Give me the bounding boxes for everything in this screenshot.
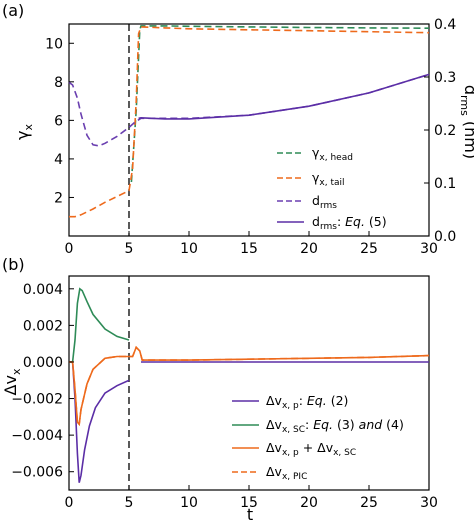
a-ytick-right-label: 0.0 bbox=[434, 229, 456, 245]
legend-a-head: γx, head bbox=[277, 145, 353, 163]
svg-text:Δvx, p: Eq. (2): Δvx, p: Eq. (2) bbox=[266, 393, 348, 411]
panel-a-series-2 bbox=[68, 73, 430, 147]
panel-b-series-1 bbox=[69, 287, 130, 363]
svg-text:drms: Eq. (5): drms: Eq. (5) bbox=[312, 214, 387, 232]
panel-b-xlabel: t bbox=[247, 505, 253, 524]
a-xtick-label: 20 bbox=[300, 241, 318, 257]
a-ytick-left-label: 2 bbox=[54, 190, 63, 206]
a-ytick-right-label: 0.3 bbox=[434, 70, 456, 86]
panel-b-series-2 bbox=[69, 355, 129, 426]
b-ytick-label: 0.000 bbox=[23, 355, 63, 371]
panel-b: (b) 0 5 10 15 20 25 30 0.004 0.002 0.000 −0.002 −0… bbox=[1, 255, 438, 524]
panel-b-x-ticks: 0 5 10 15 20 25 30 bbox=[65, 485, 438, 511]
panel-a-plot-area bbox=[68, 24, 430, 236]
b-ytick-label: −0.002 bbox=[11, 392, 63, 408]
legend-a-drms-eq: drms: Eq. (5) bbox=[277, 214, 387, 232]
a-xtick-label: 10 bbox=[180, 241, 198, 257]
panel-a-ylabel-right: drms (nm) bbox=[458, 85, 474, 159]
a-ytick-left-label: 4 bbox=[54, 152, 63, 168]
legend-b-pic: Δvx, PIC bbox=[232, 464, 307, 482]
a-ytick-left-label: 6 bbox=[54, 113, 63, 129]
b-ytick-label: 0.004 bbox=[23, 282, 63, 298]
b-ytick-label: −0.006 bbox=[11, 465, 63, 481]
svg-text:γx, head: γx, head bbox=[312, 145, 353, 163]
a-ytick-right-label: 0.2 bbox=[434, 123, 456, 139]
b-xtick-label: 10 bbox=[180, 495, 198, 511]
svg-text:Δvx, PIC: Δvx, PIC bbox=[266, 464, 307, 482]
a-xtick-label: 15 bbox=[240, 241, 258, 257]
legend-a-tail: γx, tail bbox=[277, 170, 345, 188]
a-xtick-label: 25 bbox=[360, 241, 378, 257]
svg-text:drms: drms bbox=[312, 193, 337, 211]
panel-a-y-ticks-right: 0.0 0.1 0.2 0.3 0.4 bbox=[424, 17, 456, 245]
legend-b-p: Δvx, p: Eq. (2) bbox=[232, 393, 348, 411]
panel-a-label: (a) bbox=[2, 1, 24, 20]
b-xtick-label: 25 bbox=[360, 495, 378, 511]
legend-b-sum: Δvx, p + Δvx, SC bbox=[232, 440, 356, 458]
panel-b-label: (b) bbox=[2, 255, 25, 274]
b-xtick-label: 30 bbox=[420, 495, 438, 511]
panel-a-x-ticks: 0 5 10 15 20 25 30 bbox=[65, 231, 438, 257]
a-ytick-right-label: 0.4 bbox=[434, 17, 456, 33]
panel-b-legend: Δvx, p: Eq. (2) Δvx, SC: Eq. (3) and (4)… bbox=[232, 393, 404, 482]
a-ytick-right-label: 0.1 bbox=[434, 176, 456, 192]
panel-b-series-4 bbox=[129, 345, 430, 361]
b-ytick-label: −0.004 bbox=[11, 428, 63, 444]
b-xtick-label: 15 bbox=[240, 495, 258, 511]
b-xtick-label: 0 bbox=[65, 495, 74, 511]
svg-text:Δvx, SC: Eq. (3) and (4): Δvx, SC: Eq. (3) and (4) bbox=[266, 417, 404, 435]
panel-b-y-ticks: 0.004 0.002 0.000 −0.002 −0.004 −0.006 bbox=[11, 282, 74, 481]
panel-a-y-ticks-left: 2 4 6 8 10 bbox=[45, 36, 74, 206]
a-ytick-left-label: 8 bbox=[54, 75, 63, 91]
svg-text:Δvx, p + Δvx, SC: Δvx, p + Δvx, SC bbox=[266, 440, 356, 458]
b-xtick-label: 5 bbox=[125, 495, 134, 511]
panel-a-frame bbox=[68, 23, 430, 237]
panel-a-legend: γx, head γx, tail drms drms: Eq. (5) bbox=[277, 145, 387, 232]
panel-a-series-1 bbox=[69, 26, 430, 218]
b-ytick-label: 0.002 bbox=[23, 318, 63, 334]
panel-b-ylabel: Δvx bbox=[1, 368, 23, 395]
svg-text:γx, tail: γx, tail bbox=[312, 170, 345, 188]
a-xtick-label: 30 bbox=[420, 241, 438, 257]
legend-a-drms: drms bbox=[277, 193, 337, 211]
panel-a-series-3 bbox=[138, 73, 430, 120]
legend-b-sc: Δvx, SC: Eq. (3) and (4) bbox=[232, 417, 404, 435]
a-ytick-left-label: 10 bbox=[45, 36, 63, 52]
panel-a-series-0 bbox=[130, 25, 430, 183]
panel-b-plot-area bbox=[69, 276, 430, 490]
b-xtick-label: 20 bbox=[300, 495, 318, 511]
a-xtick-label: 5 bbox=[125, 241, 134, 257]
a-xtick-label: 0 bbox=[65, 241, 74, 257]
panel-a-ylabel-left: γx bbox=[13, 124, 35, 140]
